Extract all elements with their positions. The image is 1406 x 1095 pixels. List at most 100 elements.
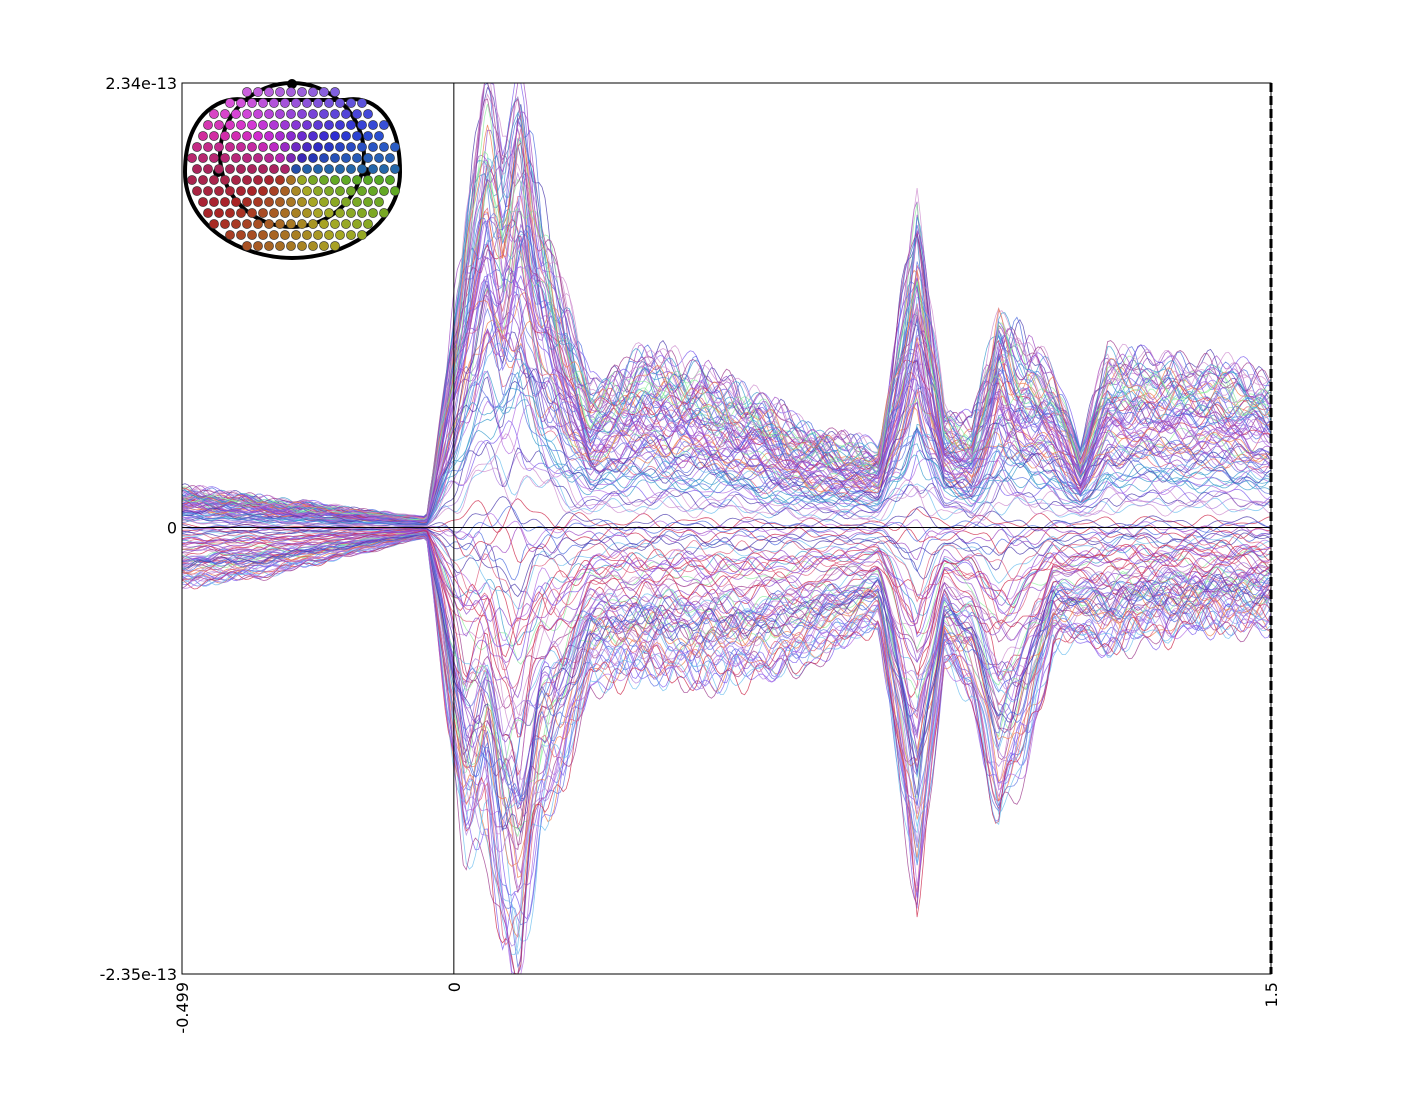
- sensor-dot: [352, 109, 362, 119]
- x-tick-label: 0: [445, 982, 464, 992]
- channel-trace: [181, 530, 1272, 661]
- sensor-dot: [247, 98, 257, 108]
- sensor-dot: [363, 219, 373, 229]
- sensor-dot: [231, 197, 241, 207]
- sensor-dot: [341, 153, 351, 163]
- channel-trace: [181, 159, 1272, 520]
- sensor-dot: [346, 120, 356, 130]
- channel-trace: [181, 111, 1272, 519]
- sensor-dot: [269, 120, 279, 130]
- sensor-dot: [357, 98, 367, 108]
- sensor-dot: [253, 219, 263, 229]
- sensor-dot: [330, 87, 340, 97]
- sensor-dot: [231, 219, 241, 229]
- sensor-dot: [225, 230, 235, 240]
- sensor-dot: [346, 98, 356, 108]
- channel-trace: [181, 533, 1272, 893]
- sensor-dot: [269, 164, 279, 174]
- sensor-dot: [264, 175, 274, 185]
- sensor-dot: [291, 186, 301, 196]
- channel-trace: [181, 531, 1272, 795]
- sensor-dot: [214, 186, 224, 196]
- sensor-dot: [308, 109, 318, 119]
- sensor-dot: [220, 175, 230, 185]
- sensor-dot: [253, 197, 263, 207]
- sensor-dot: [319, 241, 329, 251]
- sensor-dot: [330, 109, 340, 119]
- x-tick-label: 1.5: [1262, 982, 1281, 1007]
- sensor-dot: [324, 230, 334, 240]
- channel-trace: [181, 372, 1272, 526]
- sensor-dot: [209, 153, 219, 163]
- sensor-dot: [275, 175, 285, 185]
- channel-trace: [181, 82, 1272, 518]
- sensor-dot: [220, 219, 230, 229]
- sensor-dot: [236, 164, 246, 174]
- channel-trace: [181, 536, 1272, 875]
- sensor-dot: [275, 131, 285, 141]
- sensor-dot: [286, 131, 296, 141]
- channel-trace: [181, 533, 1272, 806]
- sensor-dot: [379, 120, 389, 130]
- channel-trace: [181, 525, 1272, 564]
- sensor-dot: [357, 142, 367, 152]
- sensor-dot: [297, 153, 307, 163]
- channel-trace: [182, 498, 1272, 533]
- sensor-dot: [264, 109, 274, 119]
- sensor-dot: [313, 164, 323, 174]
- sensor-dot: [280, 120, 290, 130]
- sensor-dot: [335, 186, 345, 196]
- channel-trace: [182, 532, 1272, 786]
- channel-trace: [181, 529, 1272, 646]
- sensor-dot: [363, 131, 373, 141]
- sensor-dot: [291, 98, 301, 108]
- sensor-dot: [313, 98, 323, 108]
- sensor-dot: [220, 197, 230, 207]
- sensor-dot: [363, 109, 373, 119]
- sensor-dot: [297, 109, 307, 119]
- sensor-dot: [214, 142, 224, 152]
- sensor-dot: [379, 186, 389, 196]
- sensor-dot: [258, 120, 268, 130]
- sensor-dot: [319, 131, 329, 141]
- sensor-dot: [253, 87, 263, 97]
- sensor-dot: [291, 142, 301, 152]
- channel-trace: [181, 528, 1272, 623]
- sensor-dot: [225, 186, 235, 196]
- sensor-dot: [192, 142, 202, 152]
- sensor-dot: [374, 175, 384, 185]
- sensor-dot: [264, 219, 274, 229]
- channel-trace: [181, 127, 1272, 521]
- channel-traces: [181, 82, 1272, 975]
- channel-trace: [181, 530, 1272, 738]
- sensor-dot: [352, 219, 362, 229]
- x-tick-label: -0.499: [173, 982, 192, 1034]
- sensor-dot: [297, 87, 307, 97]
- channel-trace: [181, 263, 1272, 522]
- sensor-dot: [357, 164, 367, 174]
- sensor-dot: [335, 120, 345, 130]
- sensor-dot: [275, 87, 285, 97]
- sensor-dot: [286, 241, 296, 251]
- sensor-dot: [192, 186, 202, 196]
- y-tick-label: 0: [167, 519, 177, 538]
- sensor-dot: [324, 208, 334, 218]
- sensor-dot: [242, 153, 252, 163]
- sensor-dot: [363, 175, 373, 185]
- sensor-dot: [368, 120, 378, 130]
- sensor-dot: [242, 109, 252, 119]
- sensor-dot: [297, 197, 307, 207]
- sensor-dot: [280, 208, 290, 218]
- channel-trace: [181, 530, 1272, 736]
- sensor-dot: [297, 219, 307, 229]
- sensor-dot: [319, 175, 329, 185]
- sensor-dot: [269, 230, 279, 240]
- sensor-dot: [258, 142, 268, 152]
- sensor-dot: [242, 175, 252, 185]
- sensor-dot: [209, 175, 219, 185]
- channel-trace: [181, 536, 1272, 975]
- sensor-dot: [253, 241, 263, 251]
- sensor-dot: [374, 197, 384, 207]
- sensor-dot: [258, 208, 268, 218]
- sensor-dot: [308, 197, 318, 207]
